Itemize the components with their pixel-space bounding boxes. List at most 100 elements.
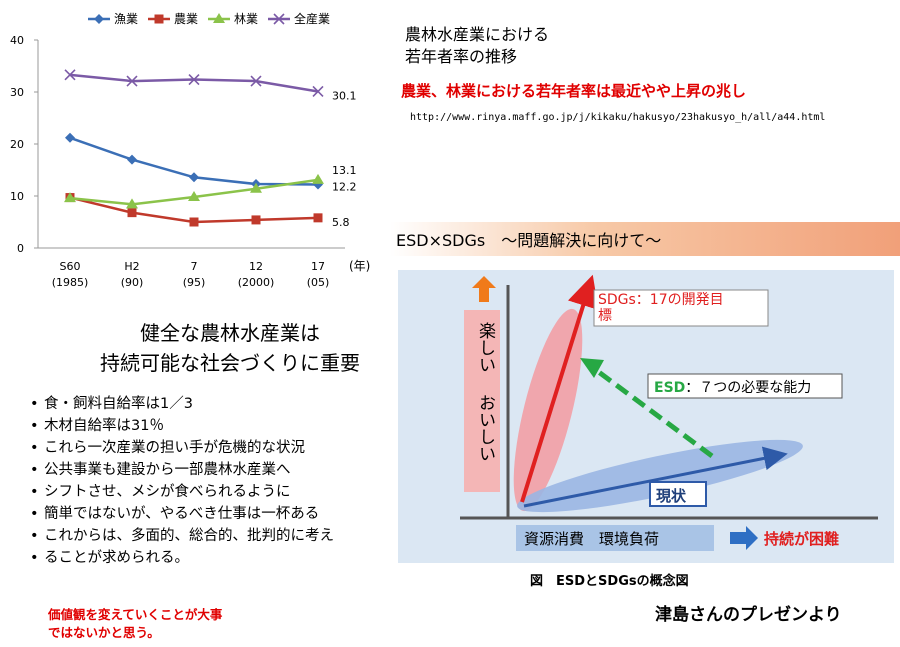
chart-ticks: 0 10 20 30 40 S60 (1985) H2 (90) 7 (95) 12 (2000) 17 (… — [10, 34, 370, 289]
y-tick-label: 0 — [17, 242, 24, 255]
x-tick-sublabel: (90) — [121, 276, 144, 289]
x-label-box — [516, 525, 714, 551]
legend-item: 林業 — [208, 10, 258, 27]
series-全産業 — [64, 69, 324, 98]
sdgs-label-box — [593, 289, 769, 327]
data-point-stroke — [126, 75, 138, 87]
legend-label: 農業 — [174, 12, 199, 26]
bullet-item: これからは、多面的、総合的、批判的に考え — [30, 525, 390, 547]
x-unit-label: (年) — [349, 259, 370, 273]
data-point-stroke — [250, 75, 262, 87]
legend-swatch — [268, 12, 291, 25]
legend-swatch — [88, 13, 110, 24]
bullet-item: 簡単ではないが、やるべき仕事は一杯ある — [30, 503, 390, 525]
x-tick-label: 17 — [311, 260, 325, 273]
main-heading-line-2: 持続可能な社会づくりに重要 — [100, 351, 360, 375]
legend-label: 漁業 — [114, 12, 139, 26]
value-note-line-2: ではないかと思う。 — [48, 625, 160, 640]
chart-title-line-1: 農林水産業における — [405, 25, 550, 44]
data-point — [273, 12, 285, 25]
right-arrow-icon — [730, 526, 758, 550]
bullet-item-continuation: ることが求められる。 — [30, 547, 390, 569]
esd-sdgs-diagram: 楽しい おいしい SDGs：17の開発目 標 ESD：７つの必要な能力 現状 資… — [398, 270, 894, 563]
esd-label-box — [647, 373, 843, 399]
data-point — [154, 14, 164, 23]
data-point — [250, 182, 262, 193]
data-point-stroke — [312, 85, 324, 98]
y-tick-label: 40 — [10, 34, 24, 47]
series-end-label: 13.1 — [332, 164, 357, 177]
current-label: 現状 — [656, 487, 687, 505]
data-point — [312, 85, 324, 98]
legend-label: 全産業 — [294, 12, 331, 26]
value-note-line-1: 価値観を変えていくことが大事 — [48, 607, 223, 622]
y-axis-label-2: おいしい — [475, 394, 495, 462]
series-end-label: 12.2 — [332, 181, 357, 194]
young-worker-ratio-chart: 0 10 20 30 40 S60 (1985) H2 (90) 7 (95) 12 (2000) 17 (… — [10, 34, 370, 289]
current-label-box — [649, 481, 707, 507]
series-漁業 — [65, 132, 323, 190]
bullet-item: 木材自給率は31％ — [30, 415, 390, 437]
bullet-item-continuation: シフトさせ、メシが食べられるように — [30, 481, 390, 503]
data-point — [251, 215, 261, 225]
diagram-svg — [460, 274, 878, 551]
y-tick-label: 10 — [10, 190, 24, 203]
y-axis-label-1: 楽しい — [475, 322, 495, 373]
y-tick-label: 30 — [10, 86, 24, 99]
esd-label: ESD：７つの必要な能力 — [654, 377, 811, 397]
bullet-item: これら一次産業の担い手が危機的な状況 — [30, 437, 390, 459]
data-point — [127, 208, 137, 218]
esd-label-prefix: ESD — [654, 380, 686, 396]
sdgs-arrow — [520, 274, 599, 503]
chart-title: 農林水産業における 若年者率の推移 — [405, 24, 549, 68]
data-point — [213, 12, 226, 23]
sdgs-label: SDGs：17の開発目 標 — [598, 292, 724, 324]
bullet-item: 食・飼料自給率は1／3 — [30, 393, 390, 415]
series-line — [69, 73, 319, 93]
esd-title-band: ESD×SDGs ～問題解決に向けて～ — [390, 222, 900, 256]
chart-legend: 漁業 農業 林業 全産業 — [88, 10, 330, 27]
chart-end-labels: 12.2 5.8 13.1 30.1 — [332, 89, 357, 228]
data-point — [65, 132, 75, 143]
main-heading-line-1: 健全な農林水産業は — [140, 321, 320, 345]
trend-note: 農業、林業における若年者率は最近やや上昇の兆し — [401, 82, 747, 100]
up-arrow-icon — [472, 276, 496, 302]
sdgs-label-line-1: SDGs：17の開発目 — [598, 292, 724, 308]
difficult-label: 持続が困難 — [764, 530, 840, 548]
data-point — [250, 75, 262, 87]
esd-arrowhead — [580, 358, 604, 378]
x-tick-label: H2 — [124, 260, 139, 273]
x-tick-sublabel: (05) — [307, 276, 330, 289]
legend-item: 漁業 — [88, 10, 138, 27]
data-point — [188, 73, 200, 86]
bullet-item: 公共事業も建設から一部農林水産業へ — [30, 459, 390, 481]
data-point — [188, 191, 200, 202]
x-tick-sublabel: (95) — [183, 276, 206, 289]
source-url: http://www.rinya.maff.go.jp/j/kikaku/hak… — [410, 112, 826, 123]
series-end-label: 30.1 — [332, 89, 357, 102]
value-note: 価値観を変えていくことが大事 ではないかと思う。 — [48, 606, 222, 642]
data-point-stroke — [188, 73, 200, 86]
x-tick-label: 7 — [191, 260, 198, 273]
x-tick-label: S60 — [60, 260, 81, 273]
x-tick-sublabel: (1985) — [52, 276, 89, 289]
data-point — [189, 217, 199, 227]
data-point — [312, 173, 324, 184]
chart-series — [64, 69, 324, 227]
data-point — [126, 198, 138, 209]
y-tick-label: 20 — [10, 138, 24, 151]
legend-item: 農業 — [148, 10, 198, 27]
diagram-caption: 図 ESDとSDGsの概念図 — [530, 574, 689, 589]
esd-arrow — [594, 367, 714, 459]
data-point — [94, 13, 104, 24]
sdgs-label-line-2: 標 — [598, 308, 612, 324]
series-end-label: 5.8 — [332, 216, 350, 229]
series-林業 — [64, 173, 324, 209]
esd-label-rest: ：７つの必要な能力 — [685, 380, 812, 396]
data-point — [189, 172, 199, 183]
data-point — [64, 192, 76, 203]
legend-swatch — [208, 12, 231, 23]
y-label-box — [464, 310, 500, 492]
data-point — [126, 75, 138, 87]
esd-band-title: ESD×SDGs ～問題解決に向けて～ — [396, 231, 662, 250]
